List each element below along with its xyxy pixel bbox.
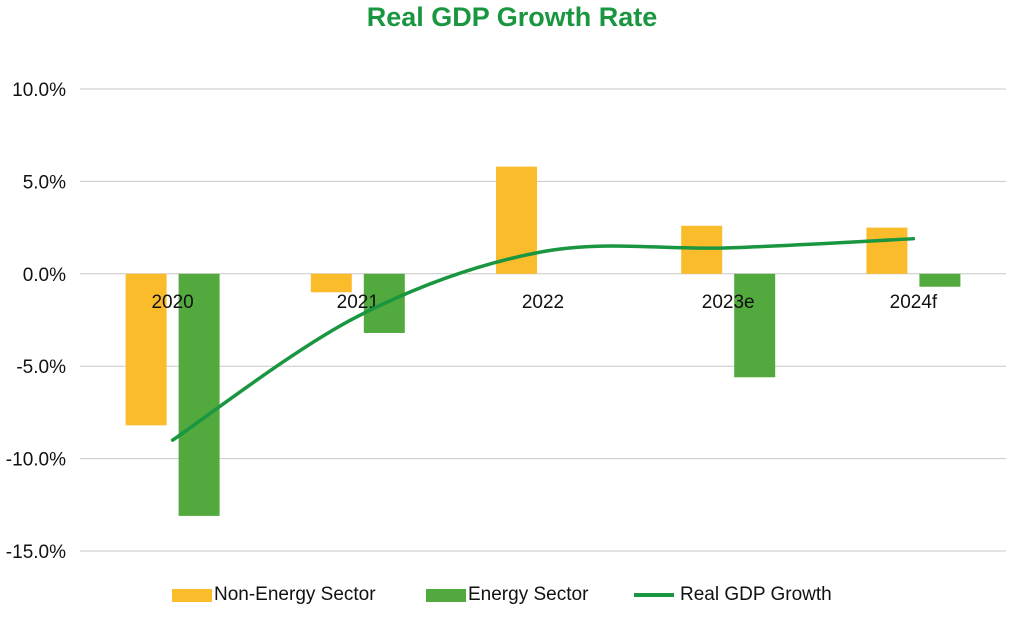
legend-label-real-gdp: Real GDP Growth bbox=[680, 584, 832, 605]
x-category-label: 2022 bbox=[522, 292, 564, 313]
y-tick-label: 5.0% bbox=[23, 172, 66, 193]
bar-energy-sector-2024f bbox=[919, 273, 961, 287]
legend-label-non-energy: Non-Energy Sector bbox=[214, 584, 376, 605]
legend-item-non-energy: Non-Energy Sector bbox=[172, 580, 376, 610]
bar-energy-sector-2023e bbox=[734, 273, 776, 378]
legend-item-energy: Energy Sector bbox=[426, 580, 588, 610]
bar-non-energy-sector-2021 bbox=[310, 273, 352, 293]
plot-area: 10.0% 5.0% 0.0% -5.0% -10.0% -15.0% 2020 2021 20… bbox=[6, 80, 1006, 563]
legend-line-real-gdp bbox=[634, 593, 674, 597]
x-category-label: 2024f bbox=[890, 292, 938, 313]
y-tick-label: 0.0% bbox=[23, 265, 66, 286]
legend-swatch-energy bbox=[426, 588, 466, 602]
y-tick-label: -15.0% bbox=[6, 542, 66, 563]
x-category-label: 2020 bbox=[151, 292, 193, 313]
y-tick-label: 10.0% bbox=[12, 80, 66, 101]
bar-non-energy-sector-2020 bbox=[125, 273, 167, 426]
bar-energy-sector-2020 bbox=[178, 273, 220, 516]
legend-item-real-gdp: Real GDP Growth bbox=[634, 580, 832, 610]
chart-title: Real GDP Growth Rate bbox=[366, 2, 658, 32]
y-tick-label: -5.0% bbox=[16, 357, 66, 378]
x-category-label: 2021 bbox=[337, 292, 379, 313]
y-tick-label: -10.0% bbox=[6, 450, 66, 471]
line-real-gdp-growth bbox=[170, 236, 916, 442]
legend: Non-Energy Sector Energy Sector Real GDP… bbox=[0, 580, 1024, 610]
bar-non-energy-sector-2024f bbox=[866, 227, 908, 274]
legend-label-energy: Energy Sector bbox=[468, 584, 589, 605]
legend-swatch-non-energy bbox=[172, 588, 212, 602]
x-category-label: 2023e bbox=[702, 292, 755, 313]
